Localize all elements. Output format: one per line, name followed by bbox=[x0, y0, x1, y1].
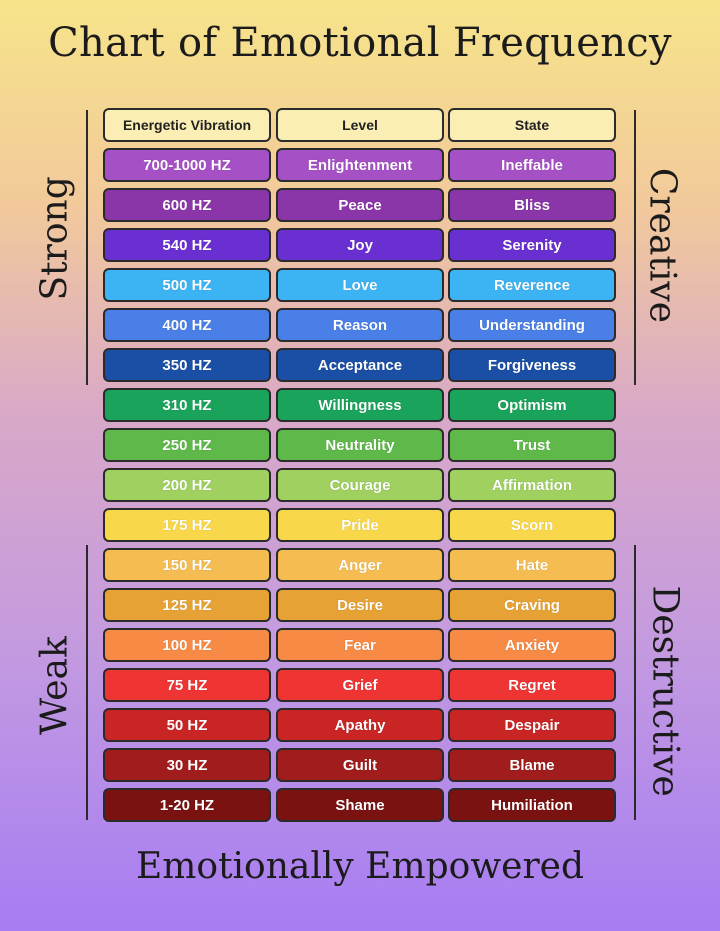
table-cell-level: Neutrality bbox=[276, 428, 444, 462]
table-cell-vibration: 350 HZ bbox=[103, 348, 271, 382]
table-cell-level: Reason bbox=[276, 308, 444, 342]
table-cell-vibration: 310 HZ bbox=[103, 388, 271, 422]
table-cell-vibration: 50 HZ bbox=[103, 708, 271, 742]
left-label-weak: Weak bbox=[34, 636, 76, 735]
table-cell-vibration: 540 HZ bbox=[103, 228, 271, 262]
table-cell-level: Pride bbox=[276, 508, 444, 542]
table-cell-level: Guilt bbox=[276, 748, 444, 782]
table-cell-vibration: 100 HZ bbox=[103, 628, 271, 662]
table-cell-state: Reverence bbox=[448, 268, 616, 302]
table-cell-vibration: 1-20 HZ bbox=[103, 788, 271, 822]
table-cell-state: Serenity bbox=[448, 228, 616, 262]
table-cell-vibration: 200 HZ bbox=[103, 468, 271, 502]
table-cell-level: Apathy bbox=[276, 708, 444, 742]
table-cell-vibration: 250 HZ bbox=[103, 428, 271, 462]
table-cell-level: Shame bbox=[276, 788, 444, 822]
column-header: Level bbox=[276, 108, 444, 142]
table-cell-state: Forgiveness bbox=[448, 348, 616, 382]
table-cell-level: Acceptance bbox=[276, 348, 444, 382]
table-cell-vibration: 600 HZ bbox=[103, 188, 271, 222]
table-cell-vibration: 500 HZ bbox=[103, 268, 271, 302]
table-cell-vibration: 30 HZ bbox=[103, 748, 271, 782]
table-cell-state: Regret bbox=[448, 668, 616, 702]
table-cell-state: Anxiety bbox=[448, 628, 616, 662]
table-cell-state: Despair bbox=[448, 708, 616, 742]
table-cell-vibration: 150 HZ bbox=[103, 548, 271, 582]
table-cell-state: Affirmation bbox=[448, 468, 616, 502]
table-cell-state: Trust bbox=[448, 428, 616, 462]
table-cell-level: Fear bbox=[276, 628, 444, 662]
table-cell-level: Courage bbox=[276, 468, 444, 502]
column-header: Energetic Vibration bbox=[103, 108, 271, 142]
table-cell-level: Desire bbox=[276, 588, 444, 622]
footer-text: Emotionally Empowered bbox=[135, 846, 584, 887]
table-cell-state: Blame bbox=[448, 748, 616, 782]
left-arrow-down bbox=[86, 545, 88, 820]
table-cell-vibration: 400 HZ bbox=[103, 308, 271, 342]
column-header: State bbox=[448, 108, 616, 142]
left-arrow-up bbox=[86, 110, 88, 385]
right-label-creative: Creative bbox=[641, 167, 683, 324]
right-arrow-down bbox=[634, 545, 636, 820]
table-cell-state: Hate bbox=[448, 548, 616, 582]
right-arrow-up bbox=[634, 110, 636, 385]
table-cell-state: Humiliation bbox=[448, 788, 616, 822]
table-cell-vibration: 75 HZ bbox=[103, 668, 271, 702]
table-cell-level: Love bbox=[276, 268, 444, 302]
left-label-strong: Strong bbox=[34, 176, 76, 301]
table-cell-level: Willingness bbox=[276, 388, 444, 422]
table-cell-level: Grief bbox=[276, 668, 444, 702]
chart-title: Chart of Emotional Frequency bbox=[48, 20, 672, 66]
table-cell-state: Bliss bbox=[448, 188, 616, 222]
table-cell-level: Joy bbox=[276, 228, 444, 262]
right-label-destructive: Destructive bbox=[644, 585, 686, 797]
table-cell-state: Scorn bbox=[448, 508, 616, 542]
table-cell-state: Ineffable bbox=[448, 148, 616, 182]
table-cell-vibration: 125 HZ bbox=[103, 588, 271, 622]
table-cell-vibration: 175 HZ bbox=[103, 508, 271, 542]
table-cell-vibration: 700-1000 HZ bbox=[103, 148, 271, 182]
table-cell-level: Anger bbox=[276, 548, 444, 582]
table-cell-state: Optimism bbox=[448, 388, 616, 422]
table-cell-level: Peace bbox=[276, 188, 444, 222]
table-cell-level: Enlightenment bbox=[276, 148, 444, 182]
table-cell-state: Craving bbox=[448, 588, 616, 622]
table-cell-state: Understanding bbox=[448, 308, 616, 342]
